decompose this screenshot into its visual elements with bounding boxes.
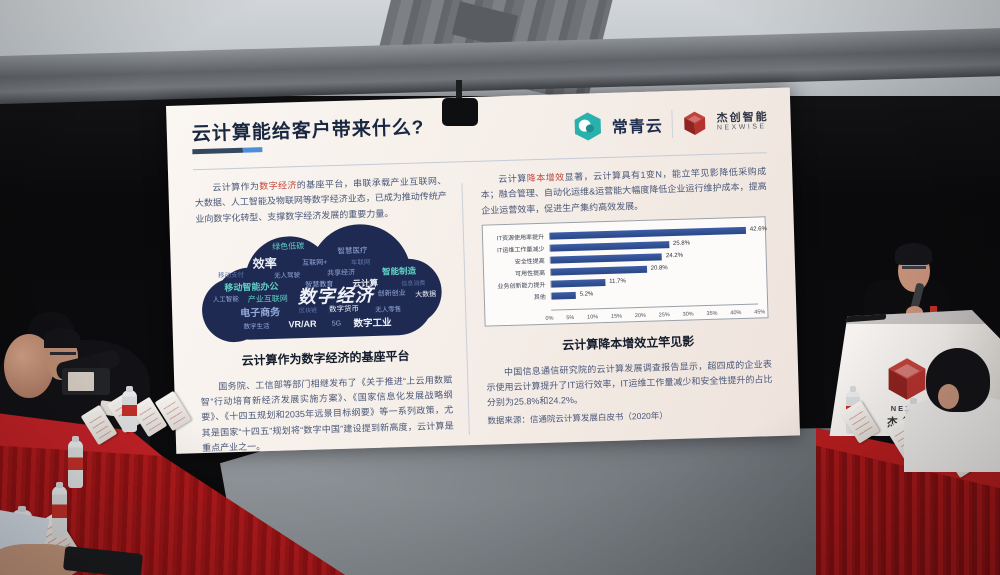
- left-caption: 云计算作为数字经济的基座平台: [241, 348, 410, 368]
- water-bottle: [122, 386, 137, 432]
- attendee-woman-hair: [926, 348, 990, 412]
- water-bottle: [68, 436, 83, 488]
- chart-bar-value: 11.7%: [609, 278, 626, 286]
- chart-bar-label: 安全性提高: [514, 259, 545, 267]
- right-column: 云计算降本增效显著，云计算具有1变N，能立竿见影降低采购成本；融合管理、自动化运…: [480, 164, 773, 426]
- wordcloud-word: 智能制造: [381, 265, 417, 277]
- chart-bar-value: 42.6%: [749, 226, 767, 234]
- chart-x-tick: 15%: [610, 313, 623, 320]
- presentation-slide: 云计算能给客户带来什么? 常青云 杰创智能 NEXWISE: [166, 87, 801, 454]
- chart-bar-label: 其他: [533, 295, 546, 302]
- chart-x-tick: 45%: [754, 309, 766, 316]
- audience-hair: [44, 328, 80, 348]
- wordcloud-word: 数字生活: [243, 322, 270, 331]
- wordcloud-word: 无人零售: [375, 306, 402, 314]
- bar-chart: IT资源使用率提升 42.6% IT运维工作量减少 25.8% 安全性提高 24.2% 可用…: [481, 216, 769, 327]
- chart-x-tick: 10%: [587, 314, 599, 321]
- wordcloud-word: 创新创业: [377, 289, 406, 298]
- chart-rows: IT资源使用率提升 42.6% IT运维工作量减少 25.8% 安全性提高 24.2% 可用…: [487, 224, 767, 304]
- chart-bar-label: IT运维工作量减少: [497, 247, 545, 255]
- chart-bar: [550, 253, 663, 265]
- chart-bar: [551, 279, 606, 289]
- slide-header-logos: 常青云 杰创智能 NEXWISE: [572, 106, 769, 142]
- wordcloud-word: 车联网: [350, 258, 371, 267]
- lectern-nexwise-logo: [888, 358, 926, 400]
- wordcloud-word: 互联网+: [302, 259, 328, 267]
- wordcloud-word: 电子商务: [240, 307, 281, 320]
- chart-x-tick: 20%: [634, 312, 646, 320]
- wordcloud-word: 数字货币: [328, 303, 360, 314]
- wordcloud-word: 信息消费: [401, 280, 426, 288]
- wordcloud-word: 共享经济: [326, 269, 356, 278]
- wordcloud-word: 移动支付: [217, 271, 245, 280]
- wordcloud-word: 数字工业: [353, 317, 392, 330]
- benefit-paragraph: 云计算降本增效显著，云计算具有1变N，能立竿见影降低采购成本；融合管理、自动化运…: [480, 166, 767, 216]
- glasses: [50, 352, 76, 355]
- wordcloud-word: 5G: [331, 320, 342, 328]
- left-column: 云计算作为数字经济的基座平台，串联承载产业互联网、大数据、人工智能及物联网等数字…: [194, 174, 454, 457]
- chart-bar: [550, 241, 670, 253]
- presenter-glasses: [902, 266, 926, 269]
- phone-camera: [62, 368, 110, 395]
- chart-x-tick: 5%: [566, 314, 575, 322]
- chart-x-tick: 30%: [682, 311, 694, 318]
- wordcloud-word: 区块链: [299, 307, 318, 315]
- wordcloud-words: 绿色低碳 智慧医疗 效率 互联网+ 车联网 移动支付 无人驾驶 共享经济 智能制造 移动智能办公智…: [202, 228, 442, 330]
- projector-camera: [442, 98, 478, 126]
- chart-bar-label: IT资源使用率提升: [496, 235, 545, 243]
- floor: [220, 428, 870, 575]
- chart-x-tick: 40%: [730, 309, 742, 317]
- nexwise-logo-icon: [684, 111, 706, 136]
- chart-x-tick: 0%: [545, 315, 554, 322]
- title-underline: [192, 147, 263, 155]
- chart-bar-value: 24.2%: [665, 253, 684, 260]
- policy-paragraph: 国务院、工信部等部门相继发布了《关于推进“上云用数赋智”行动培育新经济发展实施方…: [200, 374, 454, 454]
- slide-title: 云计算能给客户带来什么?: [191, 117, 425, 146]
- water-bottle: [52, 482, 67, 538]
- logo-separator: [671, 109, 674, 138]
- projector-mount: [456, 80, 462, 100]
- chart-bar-label: 业务创新能力提升: [497, 283, 546, 291]
- highlight-digital-economy: 数字经济: [259, 180, 297, 192]
- chart-bar: [551, 266, 647, 277]
- wordcloud-word: 绿色低碳: [272, 241, 305, 252]
- column-divider: [461, 183, 470, 436]
- chart-bar: [551, 292, 576, 301]
- wordcloud-word: 大数据: [415, 290, 437, 299]
- presenter-hair: [895, 243, 932, 265]
- survey-paragraph: 中国信息通信研究院的云计算发展调查报告显示，超四成的企业表示使用云计算提升了IT…: [486, 359, 773, 409]
- chart-bar-value: 5.2%: [579, 291, 594, 299]
- chart-x-axis: 0% 5% 10% 15% 20% 25% 30% 35% 40% 45%: [545, 309, 765, 322]
- chart-bar-value: 25.8%: [672, 240, 691, 248]
- wordcloud-word: 人工智能: [212, 295, 239, 304]
- presenter-badge: [930, 306, 937, 315]
- chart-x-tick: 35%: [706, 310, 718, 317]
- chart-bar-value: 20.8%: [650, 265, 668, 273]
- changqingyun-logo-text: 常青云: [611, 118, 664, 137]
- changqingyun-logo-icon: [574, 112, 601, 141]
- attendee-woman-face: [938, 384, 959, 409]
- intro-paragraph: 云计算作为数字经济的基座平台，串联承载产业互联网、大数据、人工智能及物联网等数字…: [194, 175, 447, 224]
- wordcloud-word: 移动智能办公: [224, 281, 279, 293]
- highlight-cost-efficiency: 降本增效: [526, 172, 565, 184]
- chart-bar-label: 可用性提高: [515, 271, 546, 279]
- wordcloud-cloud: 绿色低碳 智慧医疗 效率 互联网+ 车联网 移动支付 无人驾驶 共享经济 智能制造 移动智能办公智…: [201, 222, 445, 343]
- chart-x-tick: 25%: [658, 312, 670, 319]
- nexwise-logo-en: NEXWISE: [716, 123, 767, 132]
- phone-screen: [68, 372, 94, 391]
- wordcloud-word: VR/AR: [288, 318, 317, 330]
- wordcloud-word: 智慧医疗: [337, 245, 368, 256]
- chart-caption: 云计算降本增效立竿见影: [562, 334, 695, 353]
